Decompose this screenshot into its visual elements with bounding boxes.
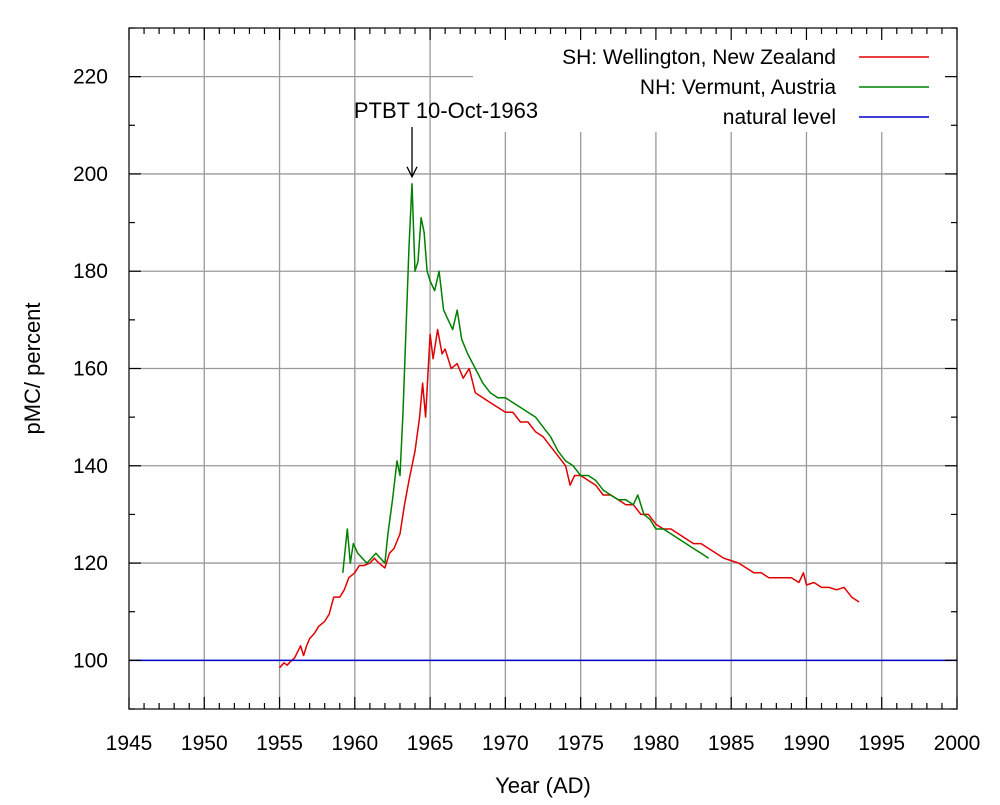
x-tick-label: 1985 xyxy=(708,732,755,755)
x-tick-label: 1970 xyxy=(482,732,529,755)
y-tick-label: 120 xyxy=(73,552,108,575)
legend-label: NH: Vermunt, Austria xyxy=(640,76,836,99)
series-lines xyxy=(129,182,957,669)
x-axis-label: Year (AD) xyxy=(495,773,591,798)
x-tick-label: 1995 xyxy=(858,732,905,755)
x-tick-labels: 1945 1950 1955 1960 1965 1970 1975 1980 1985 1990… xyxy=(106,732,981,755)
grid xyxy=(129,28,957,709)
series-line-nh-vermunt-austria xyxy=(342,182,710,573)
x-tick-label: 1950 xyxy=(181,732,228,755)
y-tick-label: 180 xyxy=(73,260,108,283)
legend-label: SH: Wellington, New Zealand xyxy=(562,46,836,69)
y-tick-labels: 100 120 140 160 180 200 220 xyxy=(73,66,108,673)
annotation-text: PTBT 10-Oct-1963 xyxy=(354,98,538,123)
ptbt-annotation: PTBT 10-Oct-1963 xyxy=(354,98,538,179)
y-tick-label: 100 xyxy=(73,649,108,672)
x-tick-label: 1975 xyxy=(557,732,604,755)
annotation-arrowhead xyxy=(406,166,418,179)
x-tick-label: 1980 xyxy=(633,732,680,755)
y-tick-label: 200 xyxy=(73,163,108,186)
x-tick-label: 1960 xyxy=(331,732,378,755)
axis-ticks xyxy=(128,27,958,710)
x-tick-label: 2000 xyxy=(934,732,981,755)
legend: SH: Wellington, New Zealand NH: Vermunt, … xyxy=(562,46,929,129)
x-tick-label: 1955 xyxy=(256,732,303,755)
x-tick-label: 1965 xyxy=(407,732,454,755)
series-line-sh-wellington-new-zealand xyxy=(278,328,860,669)
legend-label: natural level xyxy=(723,106,836,129)
y-tick-label: 140 xyxy=(73,455,108,478)
x-tick-label: 1945 xyxy=(106,732,153,755)
y-tick-label: 220 xyxy=(73,66,108,89)
y-axis-label: pMC/ percent xyxy=(20,302,45,434)
x-tick-label: 1990 xyxy=(783,732,830,755)
y-tick-label: 160 xyxy=(73,358,108,381)
